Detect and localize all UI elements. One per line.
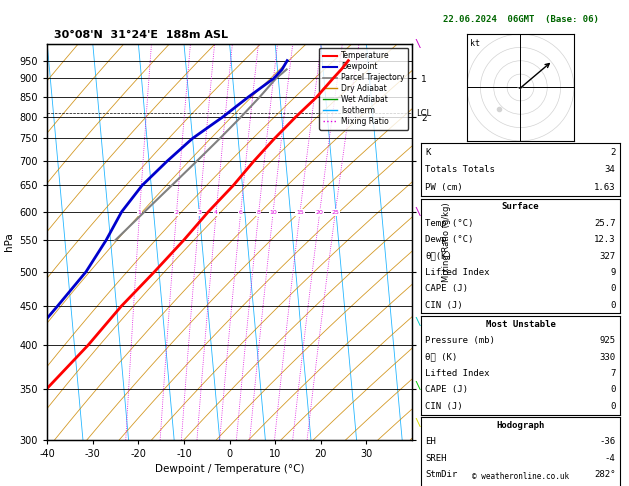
Text: Mixing Ratio (g/kg): Mixing Ratio (g/kg) [442,202,451,281]
Text: LCL: LCL [416,108,431,118]
Text: CAPE (J): CAPE (J) [425,385,469,395]
Text: θᴄ (K): θᴄ (K) [425,352,458,362]
X-axis label: Dewpoint / Temperature (°C): Dewpoint / Temperature (°C) [155,465,304,474]
Text: 2: 2 [610,148,616,156]
Text: 3: 3 [198,210,201,215]
Text: 2: 2 [174,210,179,215]
Text: 25.7: 25.7 [594,219,616,228]
Text: 4: 4 [214,210,218,215]
Text: K: K [425,148,431,156]
Text: © weatheronline.co.uk: © weatheronline.co.uk [472,472,569,481]
Text: 10: 10 [269,210,277,215]
Text: Most Unstable: Most Unstable [486,320,555,329]
Text: 30°08'N  31°24'E  188m ASL: 30°08'N 31°24'E 188m ASL [55,30,228,40]
Text: -4: -4 [605,454,616,463]
Text: EH: EH [425,437,436,446]
Text: \: \ [415,418,421,428]
Text: Surface: Surface [502,203,539,211]
Text: -36: -36 [599,437,616,446]
Text: 0: 0 [610,284,616,294]
Text: 6: 6 [239,210,243,215]
Text: 0: 0 [610,402,616,411]
Text: 330: 330 [599,352,616,362]
Text: 0: 0 [610,385,616,395]
Text: \: \ [415,207,421,217]
Text: 8: 8 [257,210,260,215]
Text: 282°: 282° [594,470,616,479]
Text: 1.63: 1.63 [594,183,616,192]
Text: CIN (J): CIN (J) [425,402,463,411]
Text: \: \ [415,317,421,328]
Text: 7: 7 [610,369,616,378]
Text: 9: 9 [610,268,616,277]
Y-axis label: hPa: hPa [4,232,14,251]
Text: 925: 925 [599,336,616,345]
Text: Lifted Index: Lifted Index [425,369,490,378]
Text: \: \ [415,382,421,391]
Text: 0: 0 [610,301,616,310]
Text: 15: 15 [296,210,304,215]
Text: Temp (°C): Temp (°C) [425,219,474,228]
Text: 25: 25 [331,210,339,215]
Y-axis label: km
ASL: km ASL [432,232,449,251]
Text: CIN (J): CIN (J) [425,301,463,310]
Text: SREH: SREH [425,454,447,463]
Text: 327: 327 [599,252,616,260]
Text: 1: 1 [138,210,142,215]
Text: 34: 34 [605,165,616,174]
Text: \: \ [415,39,421,49]
Text: CAPE (J): CAPE (J) [425,284,469,294]
Text: 20: 20 [316,210,323,215]
Text: PW (cm): PW (cm) [425,183,463,192]
Text: Pressure (mb): Pressure (mb) [425,336,495,345]
Text: θᴄ(K): θᴄ(K) [425,252,452,260]
Text: Hodograph: Hodograph [496,421,545,430]
Text: Lifted Index: Lifted Index [425,268,490,277]
Text: 12.3: 12.3 [594,235,616,244]
Text: StmDir: StmDir [425,470,458,479]
Text: Totals Totals: Totals Totals [425,165,495,174]
Text: 22.06.2024  06GMT  (Base: 06): 22.06.2024 06GMT (Base: 06) [443,15,598,24]
Legend: Temperature, Dewpoint, Parcel Trajectory, Dry Adiabat, Wet Adiabat, Isotherm, Mi: Temperature, Dewpoint, Parcel Trajectory… [320,48,408,130]
Text: kt: kt [470,39,480,49]
Text: Dewp (°C): Dewp (°C) [425,235,474,244]
